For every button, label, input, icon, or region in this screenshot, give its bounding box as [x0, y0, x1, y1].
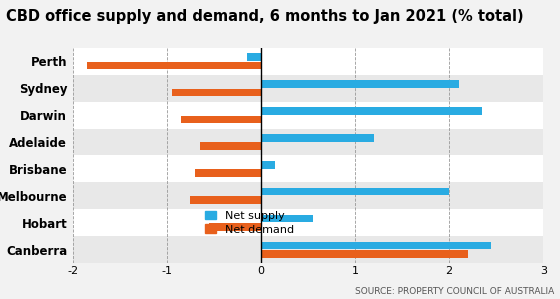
Bar — [73, 155, 543, 182]
Bar — [73, 129, 543, 155]
Bar — [73, 182, 543, 209]
Legend: Net supply, Net demand: Net supply, Net demand — [206, 211, 295, 234]
Bar — [261, 107, 482, 115]
Bar — [73, 75, 543, 102]
Bar — [195, 169, 261, 177]
Bar — [181, 115, 261, 123]
Bar — [190, 196, 261, 204]
Bar — [73, 209, 543, 236]
Bar — [261, 188, 449, 196]
Bar — [171, 89, 261, 96]
Bar — [247, 53, 261, 61]
Bar — [261, 134, 374, 142]
Text: CBD office supply and demand, 6 months to Jan 2021 (% total): CBD office supply and demand, 6 months t… — [6, 9, 523, 24]
Bar — [209, 223, 261, 231]
Bar — [73, 236, 543, 263]
Bar — [200, 142, 261, 150]
Bar — [73, 102, 543, 129]
Bar — [261, 161, 275, 169]
Bar — [261, 242, 492, 249]
Bar — [261, 80, 459, 88]
Bar — [261, 250, 468, 258]
Bar — [87, 62, 261, 69]
Text: SOURCE: PROPERTY COUNCIL OF AUSTRALIA: SOURCE: PROPERTY COUNCIL OF AUSTRALIA — [355, 287, 554, 296]
Bar — [261, 215, 312, 222]
Bar — [73, 48, 543, 75]
